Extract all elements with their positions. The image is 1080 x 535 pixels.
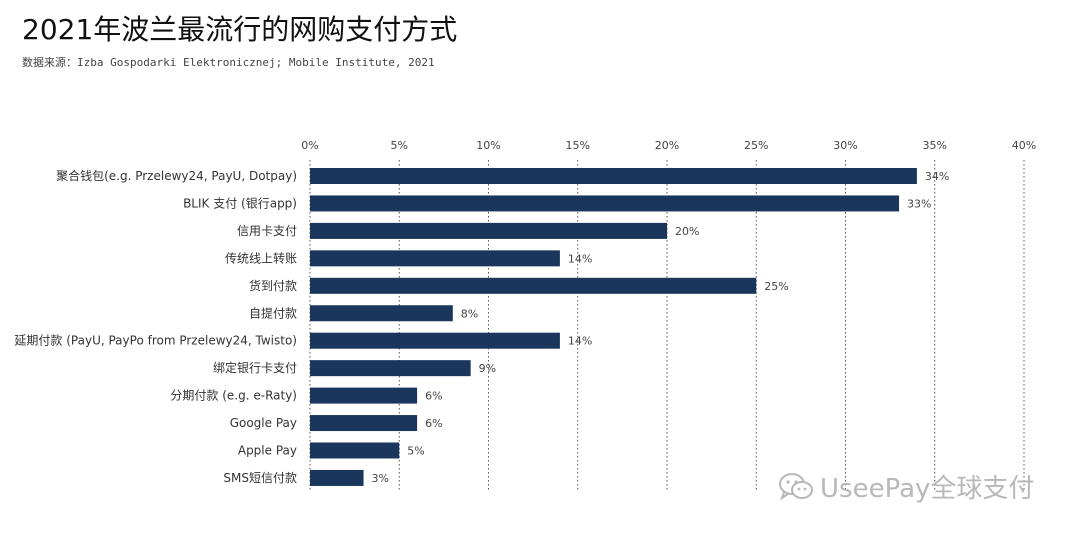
value-label: 20%	[675, 225, 699, 238]
bar	[310, 250, 560, 267]
category-label: BLIK 支付 (银行app)	[183, 196, 297, 210]
x-tick-label: 10%	[476, 139, 500, 152]
value-label: 34%	[925, 170, 949, 183]
bar	[310, 168, 917, 184]
value-label: 14%	[568, 252, 592, 265]
bar	[310, 222, 667, 239]
bar	[310, 442, 400, 459]
value-label: 8%	[461, 307, 478, 320]
x-tick-label: 40%	[1012, 139, 1036, 152]
category-label: Google Pay	[230, 416, 297, 430]
value-label: 6%	[425, 417, 442, 430]
bar	[310, 195, 900, 212]
bar	[310, 469, 364, 486]
value-label: 3%	[372, 472, 389, 485]
value-label: 25%	[764, 280, 788, 293]
x-tick-label: 15%	[566, 139, 590, 152]
x-tick-label: 25%	[744, 139, 768, 152]
category-label: 绑定银行卡支付	[213, 360, 297, 375]
bars	[310, 168, 917, 486]
value-label: 33%	[907, 197, 931, 210]
grid-lines	[309, 160, 1025, 492]
chart-subtitle: 数据来源：Izba Gospodarki Elektronicznej; Mob…	[22, 56, 435, 69]
bar	[310, 360, 471, 377]
x-tick-label: 5%	[391, 139, 408, 152]
category-label: 聚合钱包(e.g. Przelewy24, PayU, Dotpay)	[56, 168, 297, 183]
x-tick-label: 0%	[301, 139, 318, 152]
x-tick-label: 35%	[923, 139, 947, 152]
watermark: UseePay全球支付	[778, 468, 1034, 505]
category-label: 自提付款	[249, 305, 297, 320]
category-label: 货到付款	[249, 278, 297, 293]
value-label: 14%	[568, 335, 592, 348]
category-labels: 聚合钱包(e.g. Przelewy24, PayU, Dotpay) BLIK …	[14, 168, 297, 485]
chart-title: 2021年波兰最流行的网购支付方式	[22, 13, 458, 46]
value-labels: 34% 33% 20% 14% 25% 8% 14% 9% 6% 6% 5% 3%	[372, 170, 950, 485]
category-label: 延期付款 (PayU, PayPo from Przelewy24, Twist…	[14, 334, 297, 348]
bar	[310, 387, 418, 404]
category-label: 分期付款 (e.g. e-Raty)	[170, 389, 297, 403]
watermark-text: UseePay全球支付	[820, 474, 1035, 504]
value-label: 9%	[479, 362, 496, 375]
value-label: 6%	[425, 390, 442, 403]
category-label: Apple Pay	[238, 444, 297, 458]
value-label: 5%	[407, 445, 424, 458]
bar	[310, 277, 757, 294]
wechat-icon	[779, 472, 813, 501]
bar	[310, 415, 418, 432]
x-tick-label: 20%	[655, 139, 679, 152]
x-tick-label: 30%	[833, 139, 857, 152]
category-label: 传统线上转账	[225, 250, 297, 265]
category-label: 信用卡支付	[237, 224, 297, 238]
category-label: SMS短信付款	[223, 471, 297, 485]
bar	[310, 332, 560, 349]
bar	[310, 305, 453, 322]
x-axis-ticks: 0% 5% 10% 15% 20% 25% 30% 35% 40%	[301, 139, 1036, 152]
